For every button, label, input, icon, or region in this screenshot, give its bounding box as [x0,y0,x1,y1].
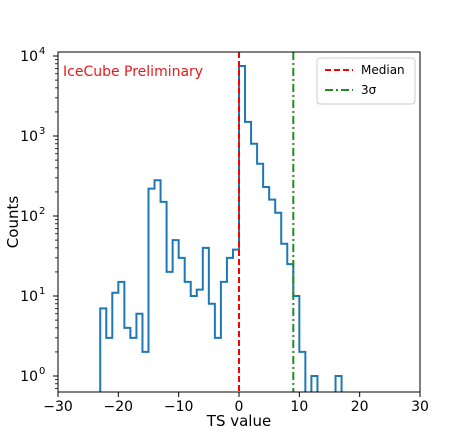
x-tick-label: 20 [351,399,369,415]
legend-label-median: Median [361,63,405,77]
y-tick-label: 10 [20,49,38,65]
y-tick-label: 10 [20,209,38,225]
annotation-label: IceCube Preliminary [63,64,203,80]
x-axis-title: TS value [206,412,271,430]
y-tick-exponent: 4 [39,46,45,57]
legend-label-3sigma: 3σ [361,83,377,97]
histogram-step-line [99,64,307,392]
y-tick-label: 10 [20,369,38,385]
x-tick-label: −30 [43,399,73,415]
y-tick-exponent: 2 [39,206,45,217]
y-tick-exponent: 0 [39,366,45,377]
y-tick-label: 10 [20,129,38,145]
histogram-step-line [310,375,319,392]
y-tick-exponent: 1 [39,286,45,297]
histogram-step-line [334,375,343,392]
y-axis-title: Counts [4,196,22,249]
legend: Median 3σ [316,57,416,105]
x-tick-label: 30 [411,399,429,415]
y-tick-label: 10 [20,289,38,305]
x-tick-label: −10 [164,399,194,415]
x-tick-label: 0 [235,399,244,415]
y-tick-exponent: 3 [39,126,45,137]
x-tick-label: −20 [104,399,134,415]
x-tick-label: 10 [290,399,308,415]
legend-box [316,57,416,105]
